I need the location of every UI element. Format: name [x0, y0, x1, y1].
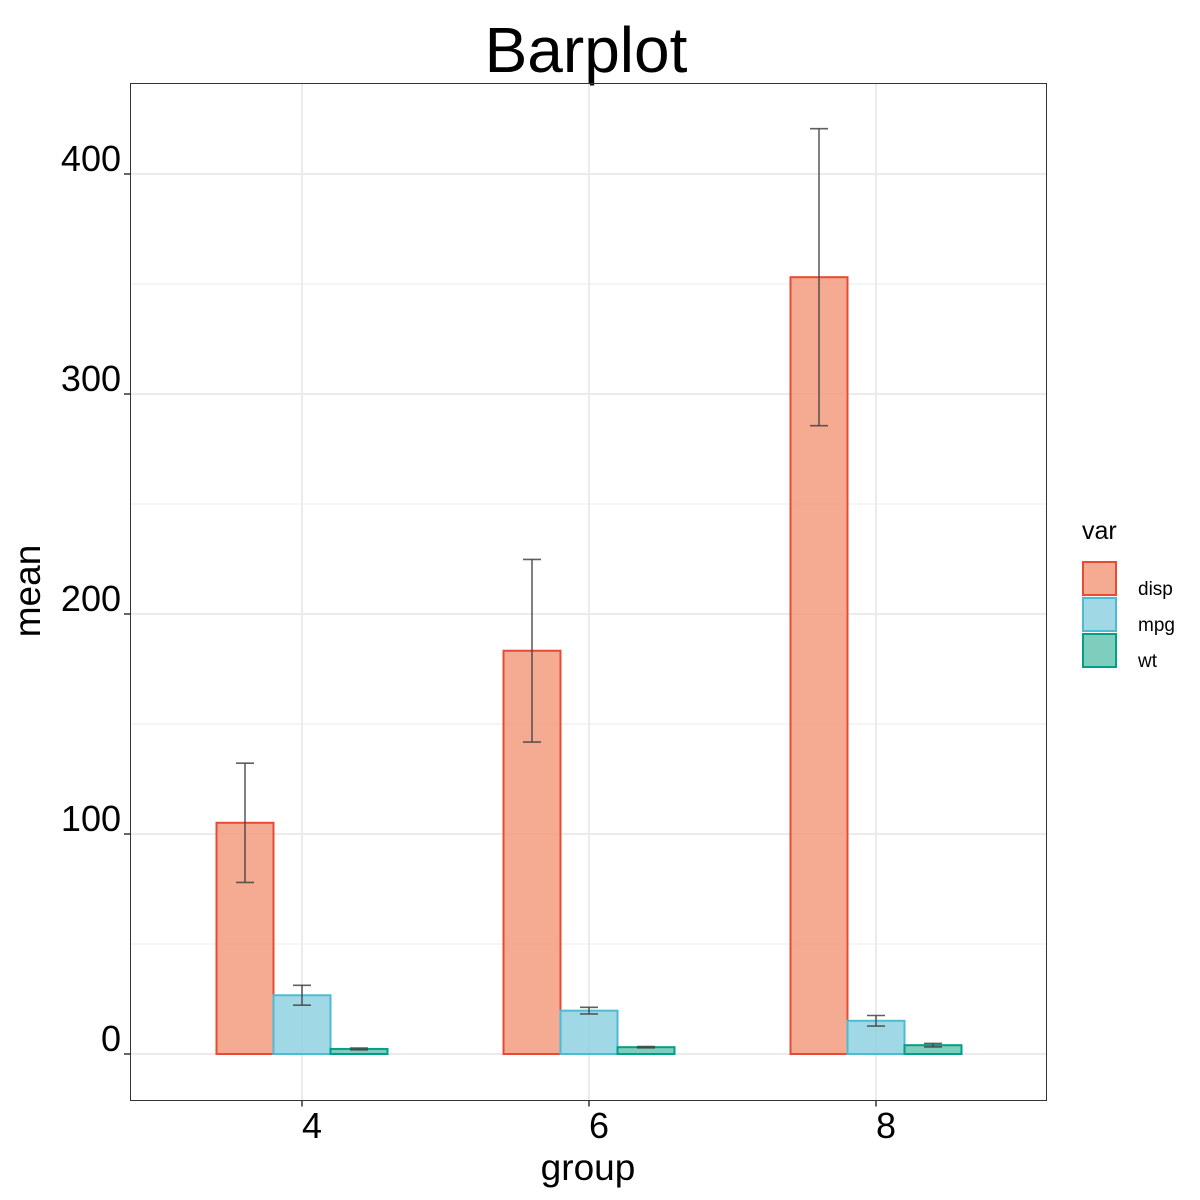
error-bar-mpg-6 — [580, 1006, 598, 1015]
error-bar-wt-6 — [637, 1045, 655, 1049]
legend-key-mpg — [1082, 597, 1117, 632]
y-tick-label: 200 — [61, 578, 121, 619]
error-bar-mpg-4 — [293, 984, 311, 1006]
legend-label-mpg: mpg — [1138, 615, 1175, 636]
error-bars — [236, 127, 942, 1051]
legend-key-wt — [1082, 633, 1117, 668]
y-axis: 0 100 200 300 400 — [61, 138, 131, 1059]
error-bar-mpg-8 — [867, 1014, 885, 1027]
legend-label-disp: disp — [1138, 579, 1173, 600]
y-tick-label: 400 — [61, 138, 121, 179]
error-bar-disp-6 — [523, 558, 541, 743]
legend-label-wt: wt — [1137, 651, 1158, 672]
y-tick-label: 300 — [61, 358, 121, 399]
legend: var disp mpg wt — [1082, 517, 1175, 672]
x-tick-label: 4 — [302, 1105, 322, 1146]
y-tick-label: 100 — [61, 798, 121, 839]
legend-key-disp — [1082, 561, 1117, 596]
y-tick-label: 0 — [101, 1018, 121, 1059]
error-bar-disp-8 — [810, 127, 828, 427]
chart-title: Barplot — [485, 14, 688, 86]
bar-mpg-6 — [559, 1009, 619, 1055]
legend-title: var — [1082, 517, 1117, 545]
error-bar-wt-8 — [924, 1042, 942, 1048]
x-axis-label: group — [541, 1147, 636, 1188]
x-tick-label: 6 — [589, 1105, 609, 1146]
y-axis-label: mean — [7, 545, 48, 638]
error-bar-wt-4 — [350, 1047, 368, 1051]
x-axis: 4 6 8 — [301, 1100, 896, 1146]
error-bar-disp-4 — [236, 762, 254, 884]
x-tick-label: 8 — [876, 1105, 896, 1146]
